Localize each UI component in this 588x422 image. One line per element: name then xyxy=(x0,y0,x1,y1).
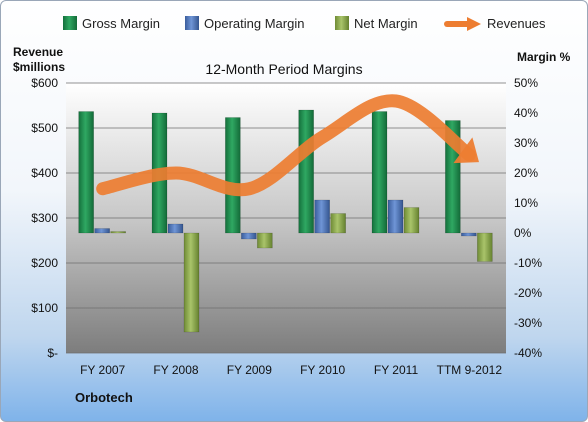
left-tick-label: $500 xyxy=(31,121,58,135)
x-tick-label: FY 2011 xyxy=(374,363,419,377)
left-tick-label: $400 xyxy=(31,166,58,180)
right-tick-label: 50% xyxy=(514,76,538,90)
legend-swatch-net-margin xyxy=(335,16,349,30)
left-tick-label: $600 xyxy=(31,76,58,90)
net-margin-bar xyxy=(330,213,346,234)
right-tick-label: 20% xyxy=(514,166,538,180)
left-axis-title-line2: $millions xyxy=(13,60,65,74)
legend-label-net-margin: Net Margin xyxy=(354,16,418,31)
net-margin-bar xyxy=(183,232,200,333)
gross-margin-bar xyxy=(298,109,314,234)
left-tick-label: $300 xyxy=(31,211,58,225)
x-axis-ticks: FY 2007 FY 2008 FY 2009 FY 2010 FY 2011 TTM 9… xyxy=(80,363,502,377)
net-margin-bar xyxy=(477,232,493,262)
right-tick-label: -10% xyxy=(514,256,542,270)
x-tick-label: FY 2010 xyxy=(300,363,345,377)
gross-margin-bar xyxy=(371,111,388,234)
legend-swatch-operating-margin xyxy=(185,16,199,30)
right-tick-label: -40% xyxy=(514,346,542,360)
net-margin-bar xyxy=(403,207,420,234)
operating-margin-bar xyxy=(461,232,477,237)
operating-margin-bar xyxy=(387,199,404,234)
right-axis-ticks: -40% -30% -20% -10% 0% 10% 20% 30% 40% 50% xyxy=(514,76,542,360)
revenue-arrowhead xyxy=(453,137,479,164)
legend-arrowhead xyxy=(467,17,481,31)
right-tick-label: 40% xyxy=(514,106,538,120)
x-tick-label: TTM 9-2012 xyxy=(437,363,503,377)
legend-label-operating-margin: Operating Margin xyxy=(204,16,304,31)
x-tick-label: FY 2007 xyxy=(80,363,125,377)
operating-margin-bar xyxy=(314,199,330,234)
legend-label-gross-margin: Gross Margin xyxy=(82,16,160,31)
operating-margin-bar xyxy=(167,223,184,234)
right-tick-label: -30% xyxy=(514,316,542,330)
gross-margin-bar xyxy=(78,111,94,234)
revenue-line xyxy=(96,94,479,197)
right-tick-label: 10% xyxy=(514,196,538,210)
left-tick-label: $200 xyxy=(31,256,58,270)
net-margin-bar xyxy=(257,232,273,249)
legend-label-revenues: Revenues xyxy=(487,16,546,31)
company-name: Orbotech xyxy=(75,390,133,405)
net-margin-bar xyxy=(110,231,126,234)
x-tick-label: FY 2008 xyxy=(153,363,198,377)
legend-swatch-gross-margin xyxy=(63,16,77,30)
x-tick-label: FY 2009 xyxy=(227,363,272,377)
right-tick-label: -20% xyxy=(514,286,542,300)
chart-title: 12-Month Period Margins xyxy=(205,61,362,77)
operating-margin-bar xyxy=(94,228,110,234)
operating-margin-bar xyxy=(241,232,257,240)
gross-margin-bar xyxy=(225,117,241,234)
right-tick-label: 30% xyxy=(514,136,538,150)
left-tick-label: $- xyxy=(47,346,58,360)
revenue-line-path xyxy=(96,94,476,197)
right-axis-title: Margin % xyxy=(517,50,571,64)
left-axis-ticks: $- $100 $200 $300 $400 $500 $600 xyxy=(31,76,58,360)
right-tick-label: 0% xyxy=(514,226,532,240)
left-axis-title-line1: Revenue xyxy=(13,45,63,59)
left-tick-label: $100 xyxy=(31,301,58,315)
legend: Gross Margin Operating Margin Net Margin… xyxy=(63,16,546,31)
